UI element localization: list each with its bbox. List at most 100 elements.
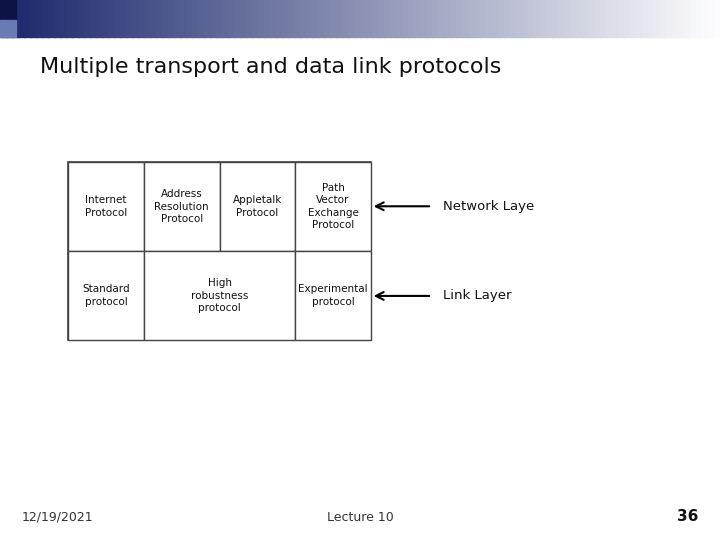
- Bar: [480, 0, 487, 37]
- Bar: [414, 0, 420, 37]
- Bar: [0, 0, 16, 20]
- Bar: [354, 0, 361, 37]
- Bar: [192, 0, 199, 37]
- Bar: [90, 0, 96, 37]
- Bar: [216, 0, 222, 37]
- Bar: [306, 0, 312, 37]
- Bar: [510, 0, 517, 37]
- Bar: [282, 0, 289, 37]
- Bar: [528, 0, 535, 37]
- Bar: [276, 0, 283, 37]
- Bar: [660, 0, 667, 37]
- Bar: [666, 0, 672, 37]
- Bar: [696, 0, 703, 37]
- Bar: [570, 0, 577, 37]
- Bar: [384, 0, 391, 37]
- Bar: [594, 0, 600, 37]
- Bar: [162, 0, 168, 37]
- Bar: [402, 0, 409, 37]
- Text: High
robustness
protocol: High robustness protocol: [191, 278, 248, 313]
- Bar: [78, 0, 85, 37]
- Bar: [330, 0, 337, 37]
- Bar: [246, 0, 253, 37]
- Bar: [576, 0, 582, 37]
- Bar: [654, 0, 661, 37]
- Bar: [366, 0, 373, 37]
- Bar: [516, 0, 523, 37]
- Text: Lecture 10: Lecture 10: [327, 511, 393, 524]
- Bar: [630, 0, 636, 37]
- Bar: [420, 0, 427, 37]
- Text: 12/19/2021: 12/19/2021: [22, 511, 93, 524]
- Bar: [252, 0, 258, 37]
- Bar: [36, 0, 42, 37]
- Bar: [66, 0, 73, 37]
- Text: Experimental
protocol: Experimental protocol: [298, 285, 368, 307]
- Bar: [456, 0, 463, 37]
- Bar: [18, 0, 24, 37]
- Bar: [0, 20, 16, 37]
- Bar: [642, 0, 649, 37]
- Bar: [138, 0, 145, 37]
- Text: Standard
protocol: Standard protocol: [82, 285, 130, 307]
- Bar: [474, 0, 481, 37]
- Bar: [120, 0, 127, 37]
- Bar: [684, 0, 690, 37]
- Bar: [102, 0, 109, 37]
- Bar: [588, 0, 595, 37]
- Bar: [144, 251, 295, 340]
- Bar: [295, 251, 371, 340]
- Bar: [426, 0, 433, 37]
- Bar: [462, 0, 469, 37]
- Bar: [336, 0, 343, 37]
- Bar: [6, 0, 13, 37]
- Bar: [72, 0, 78, 37]
- Bar: [438, 0, 445, 37]
- Bar: [126, 0, 132, 37]
- Bar: [468, 0, 474, 37]
- Bar: [42, 0, 49, 37]
- Bar: [60, 0, 67, 37]
- Text: Address
Resolution
Protocol: Address Resolution Protocol: [155, 189, 209, 224]
- Bar: [54, 0, 60, 37]
- Text: Path
Vector
Exchange
Protocol: Path Vector Exchange Protocol: [307, 183, 359, 230]
- Bar: [240, 0, 247, 37]
- Bar: [264, 0, 271, 37]
- Bar: [600, 0, 607, 37]
- Bar: [702, 0, 708, 37]
- Bar: [222, 0, 229, 37]
- Bar: [186, 0, 193, 37]
- Bar: [390, 0, 397, 37]
- Bar: [288, 0, 294, 37]
- Bar: [708, 0, 715, 37]
- Text: Link Layer: Link Layer: [443, 289, 511, 302]
- Bar: [48, 0, 55, 37]
- Bar: [114, 0, 121, 37]
- Bar: [30, 0, 37, 37]
- Bar: [408, 0, 415, 37]
- Bar: [534, 0, 541, 37]
- Bar: [618, 0, 625, 37]
- Bar: [648, 0, 654, 37]
- Bar: [378, 0, 384, 37]
- Bar: [234, 0, 240, 37]
- Bar: [486, 0, 492, 37]
- Bar: [312, 0, 319, 37]
- Bar: [228, 0, 235, 37]
- Bar: [432, 0, 438, 37]
- Bar: [156, 0, 163, 37]
- Bar: [564, 0, 571, 37]
- Bar: [504, 0, 510, 37]
- Bar: [150, 0, 157, 37]
- Bar: [0, 0, 6, 37]
- Bar: [24, 0, 31, 37]
- Bar: [552, 0, 559, 37]
- Bar: [558, 0, 564, 37]
- Bar: [636, 0, 643, 37]
- Bar: [198, 0, 204, 37]
- Bar: [174, 0, 181, 37]
- Bar: [180, 0, 186, 37]
- Bar: [300, 0, 307, 37]
- Bar: [450, 0, 456, 37]
- Bar: [546, 0, 553, 37]
